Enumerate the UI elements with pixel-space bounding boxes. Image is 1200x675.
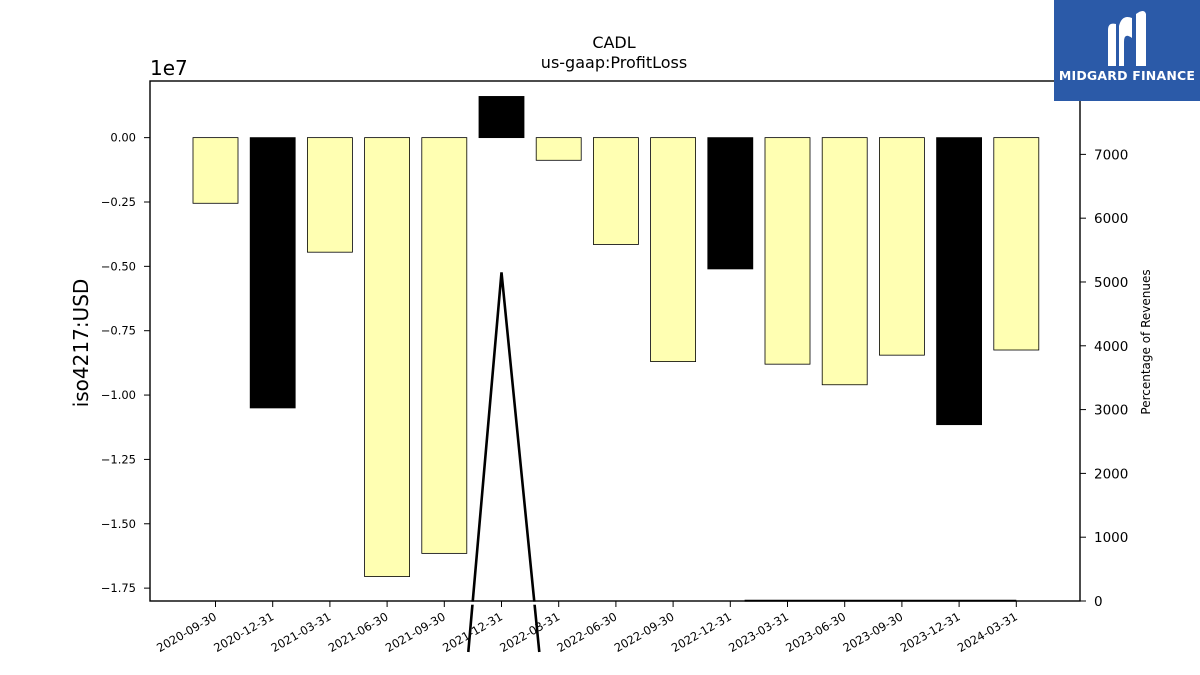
bar-2020-12-31 xyxy=(249,137,296,409)
bar-2024-03-31 xyxy=(993,137,1040,351)
y2-tick-label: 7000 xyxy=(1094,147,1128,163)
y-tick-label: −1.25 xyxy=(101,452,136,466)
chart-subtitle: us-gaap:ProfitLoss xyxy=(541,53,687,72)
y2-tick-label: 3000 xyxy=(1094,403,1128,419)
x-tick-label: 2023-12-31 xyxy=(898,609,963,655)
y-axis-label: iso4217:USD xyxy=(69,279,93,408)
bar-2021-09-30 xyxy=(421,137,468,554)
bar-2021-06-30 xyxy=(364,137,411,577)
bar-2023-12-31 xyxy=(936,137,982,426)
x-tick-label: 2022-06-30 xyxy=(555,609,620,655)
x-tick-label: 2021-06-30 xyxy=(326,609,391,655)
x-tick-label: 2020-12-31 xyxy=(211,609,276,655)
chart-title: CADL xyxy=(592,33,635,52)
y2-tick-label: 0 xyxy=(1094,594,1103,610)
y2-tick-label: 4000 xyxy=(1094,339,1128,355)
y-tick-label: −1.00 xyxy=(101,388,136,402)
bar-2023-06-30 xyxy=(821,137,868,386)
y2-tick-label: 6000 xyxy=(1094,211,1128,227)
y2-tick-label: 1000 xyxy=(1094,530,1128,546)
x-tick-label: 2020-09-30 xyxy=(154,609,219,655)
bar-2020-09-30 xyxy=(192,137,239,204)
x-tick-label: 2022-12-31 xyxy=(669,609,734,655)
midgard-finance-logo: MIDGARD FINANCE xyxy=(1054,0,1200,101)
y2-tick-label: 5000 xyxy=(1094,275,1128,291)
x-tick-label: 2022-03-31 xyxy=(497,609,562,655)
x-tick-label: 2023-03-31 xyxy=(726,609,791,655)
logo-text: MIDGARD FINANCE xyxy=(1058,68,1196,83)
bar-2021-12-31 xyxy=(478,96,525,139)
percentage-line-segment-0 xyxy=(467,272,541,653)
y-tick-label: −1.75 xyxy=(101,581,136,595)
bar-2022-06-30 xyxy=(593,137,639,245)
bar-2022-12-31 xyxy=(707,137,754,270)
bar-2021-03-31 xyxy=(306,137,353,253)
midgard-logo-mark-icon xyxy=(1108,11,1146,67)
plot-clip-mask xyxy=(150,601,1080,605)
y-tick-label: −0.50 xyxy=(101,259,136,273)
x-tick-label: 2023-09-30 xyxy=(841,609,906,655)
x-tick-label: 2021-09-30 xyxy=(383,609,448,655)
y-tick-label: 0.00 xyxy=(110,131,136,145)
y-tick-label: −1.50 xyxy=(101,517,136,531)
x-tick-label: 2022-09-30 xyxy=(612,609,677,655)
y2-axis-label: Percentage of Revenues xyxy=(1139,269,1153,414)
y-tick-label: −0.25 xyxy=(101,195,136,209)
x-tick-label: 2021-03-31 xyxy=(269,609,334,655)
bar-2023-09-30 xyxy=(879,137,925,356)
x-tick-label: 2023-06-30 xyxy=(783,609,848,655)
y2-tick-label: 2000 xyxy=(1094,466,1128,482)
bar-2022-09-30 xyxy=(650,137,696,362)
bar-2022-03-31 xyxy=(535,137,582,161)
y-tick-label: −0.75 xyxy=(101,324,136,338)
y-axis-offset-label: 1e7 xyxy=(150,56,188,80)
x-tick-label: 2024-03-31 xyxy=(955,609,1020,655)
bar-2023-03-31 xyxy=(764,137,811,365)
plot-frame xyxy=(149,80,1081,602)
